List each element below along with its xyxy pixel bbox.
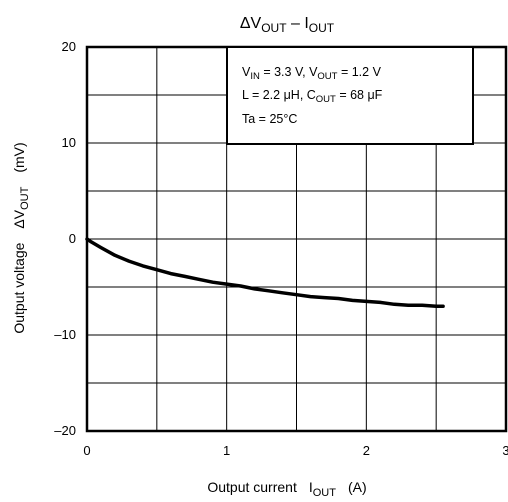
x-axis-label: Output current IOUT (A) xyxy=(207,479,366,499)
y-tick-label: 10 xyxy=(62,135,76,150)
x-tick-label: 3 xyxy=(502,443,508,458)
y-axis-label: Output voltageΔVOUT(mV) xyxy=(11,142,31,333)
condition-line-1: VIN = 3.3 V, VOUT = 1.2 V xyxy=(242,65,382,82)
condition-box: VIN = 3.3 V, VOUT = 1.2 V L = 2.2 μH, CO… xyxy=(226,46,474,145)
x-tick-label: 0 xyxy=(83,443,90,458)
y-tick-label: 0 xyxy=(69,231,76,246)
x-tick-label: 2 xyxy=(363,443,370,458)
condition-line-3: Ta = 25°C xyxy=(242,112,297,126)
y-tick-label: 20 xyxy=(62,39,76,54)
condition-box-frame xyxy=(226,46,474,145)
y-tick-label: –10 xyxy=(54,327,76,342)
x-tick-label: 1 xyxy=(223,443,230,458)
series-line xyxy=(85,237,445,308)
condition-line-2: L = 2.2 μH, COUT = 68 μF xyxy=(242,88,383,105)
chart-title: ΔVOUT – IOUT xyxy=(240,15,335,35)
tick-labels: 0 1 2 3 20 10 0 –10 –20 xyxy=(54,39,508,458)
y-tick-label: –20 xyxy=(54,423,76,438)
